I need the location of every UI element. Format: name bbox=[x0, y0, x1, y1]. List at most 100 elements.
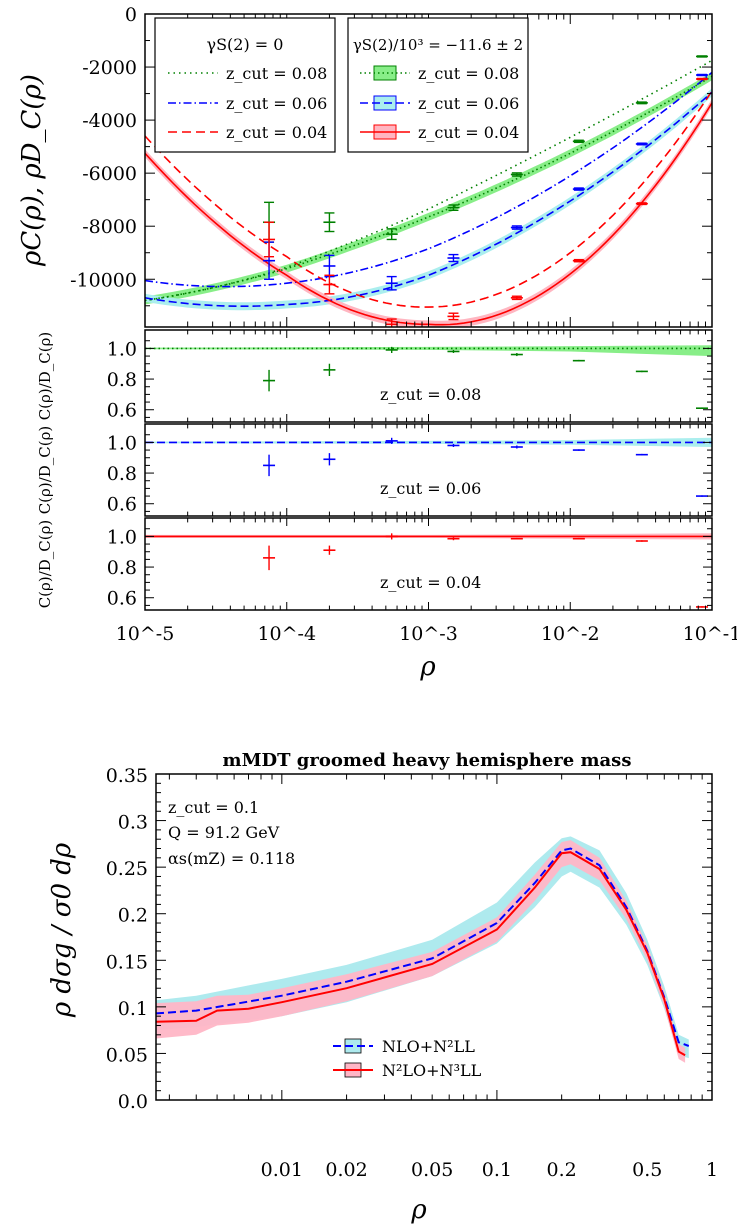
legend-right-entry-2: z_cut = 0.06 bbox=[418, 94, 519, 113]
main-point-2-4 bbox=[510, 295, 523, 301]
top-xtick-label: 10^-3 bbox=[399, 623, 458, 645]
main-series-line-1 bbox=[145, 71, 712, 288]
bottom-frame bbox=[155, 773, 713, 1101]
main-ytick-label: -6000 bbox=[82, 163, 137, 185]
bottom-legend-entry-1: NLO+N²LL bbox=[382, 1037, 475, 1056]
ratio-point-2-3 bbox=[447, 537, 460, 541]
bottom-ytick-label: 0.35 bbox=[106, 765, 148, 787]
main-ytick-label: -10000 bbox=[70, 269, 137, 291]
ratio-point-0-1 bbox=[323, 363, 336, 376]
main-point-0-2 bbox=[385, 228, 398, 241]
legend-left-entry-2: z_cut = 0.06 bbox=[226, 94, 327, 113]
bottom-line-1 bbox=[156, 851, 686, 1057]
bottom-xtick-label: 0.2 bbox=[547, 1159, 577, 1181]
ratio-ylabel-1: C(ρ)/D_C(ρ) bbox=[36, 426, 54, 515]
main-point-2-1 bbox=[323, 274, 336, 295]
bottom-band-0 bbox=[156, 836, 689, 1059]
ratio-point-2-2 bbox=[385, 533, 398, 540]
ratio-point-0-6 bbox=[635, 370, 648, 373]
ratio-point-0-4 bbox=[510, 353, 523, 357]
main-ytick-label: 0 bbox=[125, 4, 137, 26]
bottom-annotation-1: z_cut = 0.1 bbox=[168, 798, 259, 817]
top-xlabel: ρ bbox=[419, 652, 436, 682]
main-point-2-6 bbox=[635, 202, 648, 206]
main-series-line-4 bbox=[145, 91, 712, 307]
main-panel: 0 -2000 -4000 -6000 -8000 -10000 ρC(ρ), ρD_C(… bbox=[17, 4, 713, 328]
legend-left: γS(2) = 0 z_cut = 0.08 z_cut = 0.06 z_cu… bbox=[154, 17, 336, 153]
ratio-ytick-label: 0.8 bbox=[107, 557, 137, 579]
ratio-point-0-0 bbox=[263, 369, 276, 392]
main-point-1-6 bbox=[635, 142, 648, 146]
main-point-1-7 bbox=[695, 73, 708, 77]
main-series-line-3 bbox=[145, 75, 712, 302]
main-point-2-5 bbox=[572, 258, 585, 263]
main-point-2-3 bbox=[447, 312, 460, 321]
main-point-0-5 bbox=[572, 139, 585, 144]
ratio-point-2-4 bbox=[510, 537, 523, 540]
main-point-0-4 bbox=[510, 172, 523, 177]
main-point-0-7 bbox=[695, 55, 708, 58]
ratio-ytick-label: 0.6 bbox=[107, 494, 137, 516]
main-point-1-4 bbox=[510, 225, 523, 230]
ratio-point-0-7 bbox=[695, 407, 708, 410]
ratio-ytick-label: 1.0 bbox=[107, 338, 137, 360]
ratio-point-1-1 bbox=[323, 453, 336, 466]
main-point-2-0 bbox=[263, 221, 276, 258]
ratio-point-1-4 bbox=[510, 445, 523, 449]
ratio-frame-0.08 bbox=[144, 329, 713, 423]
ratio-point-2-6 bbox=[635, 540, 648, 542]
bottom-ylabel: ρ dσg / σ0 dρ bbox=[47, 842, 77, 1018]
ratio-frame-0.04 bbox=[144, 517, 713, 611]
ratio-point-0-3 bbox=[447, 349, 460, 353]
ratio-panels: z_cut = 0.08 z_cut = 0.06 z_cut = 0.04 0… bbox=[36, 329, 737, 682]
main-point-1-2 bbox=[385, 275, 398, 291]
ratio-point-0-2 bbox=[385, 346, 398, 353]
main-ytick-label: -8000 bbox=[82, 216, 137, 238]
main-point-1-3 bbox=[447, 253, 460, 263]
bottom-xtick-label: 0.02 bbox=[325, 1159, 367, 1181]
legend-right-header: γS(2)/10³ = −11.6 ± 2 bbox=[353, 36, 523, 54]
top-xtick-label: 10^-1 bbox=[683, 623, 737, 645]
bottom-legend: NLO+N²LL N²LO+N³LL bbox=[333, 1037, 482, 1080]
ratio-point-1-3 bbox=[447, 443, 460, 447]
main-ytick-label: -4000 bbox=[82, 110, 137, 132]
bottom-band-1 bbox=[156, 840, 686, 1063]
bottom-ytick-label: 0.2 bbox=[118, 905, 148, 927]
ratio-point-2-0 bbox=[263, 545, 276, 571]
bottom-ytick-label: 0.25 bbox=[106, 858, 148, 880]
main-point-1-5 bbox=[572, 187, 585, 191]
bottom-xtick-label: 0.01 bbox=[261, 1159, 303, 1181]
main-point-0-3 bbox=[447, 204, 460, 211]
bottom-xtick-label: 0.05 bbox=[411, 1159, 453, 1181]
ratio-ytick-label: 0.8 bbox=[107, 463, 137, 485]
top-xtick-label: 10^-2 bbox=[541, 623, 600, 645]
ratio-ytick-label: 1.0 bbox=[107, 526, 137, 548]
ratio-point-1-0 bbox=[263, 454, 276, 477]
ratio-ylabel-2: C(ρ)/D_C(ρ) bbox=[36, 520, 54, 609]
bottom-ytick-label: 0.15 bbox=[106, 951, 148, 973]
ratio-band-0 bbox=[145, 345, 712, 357]
ratio-point-2-1 bbox=[323, 545, 336, 555]
main-point-0-6 bbox=[635, 101, 648, 105]
legend-left-entry-3: z_cut = 0.04 bbox=[226, 123, 327, 142]
bottom-ytick-label: 0.1 bbox=[118, 998, 148, 1020]
bottom-annotation-2: Q = 91.2 GeV bbox=[168, 823, 280, 842]
bottom-xtick-label: 1 bbox=[706, 1159, 718, 1181]
ratio-annotation-0.08: z_cut = 0.08 bbox=[380, 385, 481, 404]
legend-right-entry-3: z_cut = 0.04 bbox=[418, 123, 519, 142]
main-point-2-2 bbox=[385, 318, 398, 327]
bottom-xlabel: ρ bbox=[410, 1195, 427, 1225]
ratio-annotation-0.04: z_cut = 0.04 bbox=[380, 573, 481, 592]
legend-right: γS(2)/10³ = −11.6 ± 2 z_cut = 0.08 z_cut… bbox=[347, 17, 529, 153]
ratio-point-0-5 bbox=[572, 359, 585, 362]
bottom-xtick-label: 0.5 bbox=[632, 1159, 662, 1181]
ratio-ytick-label: 0.6 bbox=[107, 400, 137, 422]
ratio-ytick-label: 0.6 bbox=[107, 588, 137, 610]
bottom-ytick-label: 0.3 bbox=[118, 812, 148, 834]
bottom-ytick-label: 0.0 bbox=[118, 1091, 148, 1113]
ratio-ylabel-0: C(ρ)/D_C(ρ) bbox=[36, 332, 54, 421]
ratio-annotation-0.06: z_cut = 0.06 bbox=[380, 479, 481, 498]
bottom-legend-entry-2: N²LO+N³LL bbox=[382, 1061, 482, 1080]
ratio-point-1-6 bbox=[635, 453, 648, 456]
ratio-ytick-label: 0.8 bbox=[107, 369, 137, 391]
